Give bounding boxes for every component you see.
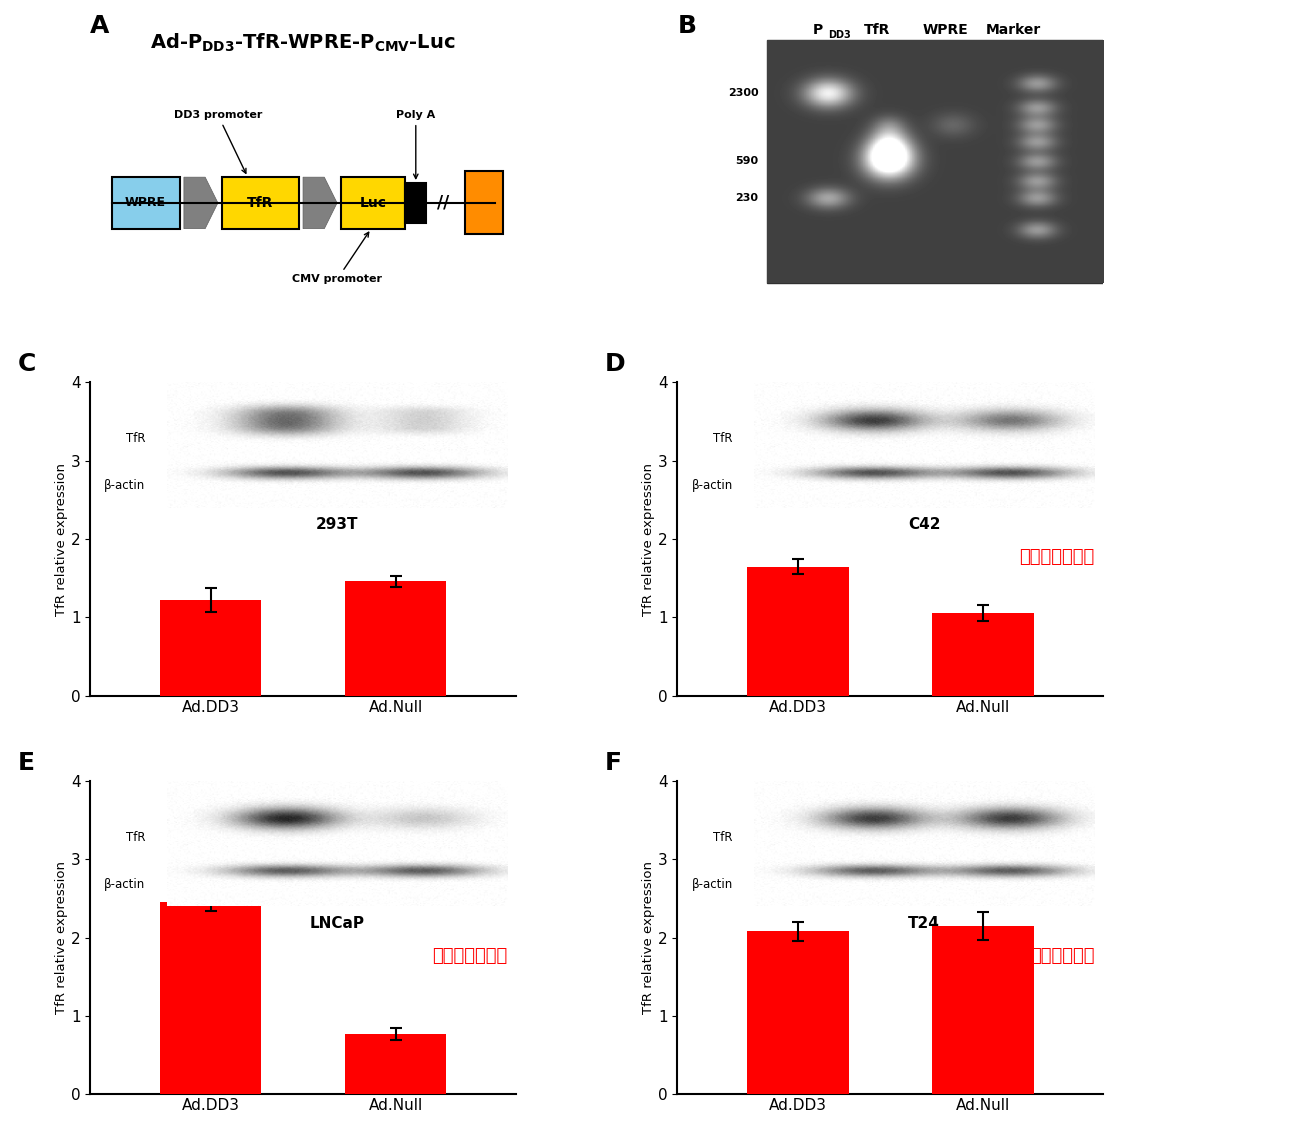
Bar [747,566,849,696]
Text: β-actin: β-actin [104,479,146,492]
Text: E: E [18,750,35,775]
Text: Ad.Null: Ad.Null [418,791,461,803]
Text: WPRE: WPRE [922,23,969,37]
FancyBboxPatch shape [222,177,299,229]
Bar [344,1034,446,1094]
Bar [344,581,446,696]
Y-axis label: TfR relative expression: TfR relative expression [55,861,68,1014]
Text: TfR: TfR [713,432,733,446]
Text: CMV promoter: CMV promoter [292,232,382,284]
Text: F: F [605,750,622,775]
Text: β-actin: β-actin [691,878,733,891]
FancyBboxPatch shape [405,183,427,223]
Text: Ad.DD3: Ad.DD3 [849,791,894,803]
Text: WPRE: WPRE [125,196,166,210]
Text: Ad.DD3: Ad.DD3 [262,791,306,803]
Text: 前列腺癌细胞系: 前列腺癌细胞系 [432,946,507,964]
Polygon shape [303,177,337,229]
Text: TfR: TfR [126,831,146,844]
Text: Ad.Null: Ad.Null [418,391,461,405]
Text: T24: T24 [908,916,940,931]
Text: Ad-P$_{\mathbf{DD3}}$-TfR-WPRE-P$_{\mathbf{CMV}}$-Luc: Ad-P$_{\mathbf{DD3}}$-TfR-WPRE-P$_{\math… [151,32,455,54]
Text: Ad.DD3: Ad.DD3 [262,391,306,405]
Text: Ad.DD3: Ad.DD3 [849,391,894,405]
Text: Poly A: Poly A [396,109,436,178]
FancyBboxPatch shape [111,177,179,229]
Text: TfR: TfR [126,432,146,446]
Text: Ad.Null: Ad.Null [1005,791,1047,803]
Text: DD3 promoter: DD3 promoter [174,109,262,174]
Text: β-actin: β-actin [104,878,146,891]
Text: C42: C42 [908,517,940,532]
Text: //: // [437,194,450,212]
Bar [160,901,262,1094]
FancyBboxPatch shape [464,171,503,235]
Text: A: A [90,15,110,38]
Text: 293T: 293T [316,517,359,532]
Text: DD3: DD3 [828,29,851,39]
Bar [931,926,1033,1094]
FancyBboxPatch shape [766,39,1103,283]
Text: P: P [813,23,823,37]
Text: 590: 590 [735,157,759,167]
Text: β-actin: β-actin [691,479,733,492]
Text: 2300: 2300 [728,88,759,98]
Text: Luc: Luc [360,196,387,210]
Bar [931,613,1033,696]
Text: LNCaP: LNCaP [310,916,365,931]
Bar [160,600,262,696]
Text: 230: 230 [735,193,759,203]
Y-axis label: TfR relative expression: TfR relative expression [642,462,655,616]
Y-axis label: TfR relative expression: TfR relative expression [642,861,655,1014]
FancyBboxPatch shape [342,177,405,229]
Text: B: B [677,15,697,38]
Text: Marker: Marker [986,23,1041,37]
Text: D: D [605,352,626,377]
Text: TfR: TfR [248,196,273,210]
Text: 前列腺癌细胞系: 前列腺癌细胞系 [1019,548,1094,566]
Text: C: C [18,352,36,377]
Y-axis label: TfR relative expression: TfR relative expression [55,462,68,616]
Text: TfR: TfR [864,23,890,37]
Text: TfR: TfR [713,831,733,844]
Bar [747,932,849,1094]
Polygon shape [184,177,218,229]
Text: Ad.Null: Ad.Null [1005,391,1047,405]
Text: 膠胱癌细胞系: 膠胱癌细胞系 [1029,946,1094,964]
